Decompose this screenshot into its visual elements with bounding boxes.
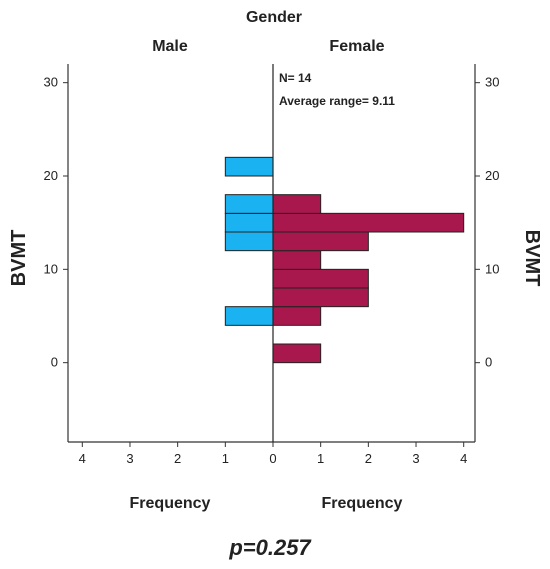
chart-title: Gender (246, 9, 302, 26)
y-tick-label-right-0: 0 (485, 355, 492, 370)
female-group-label: Female (329, 38, 384, 55)
y-axis-label-left: BVMT (8, 230, 30, 287)
x-tick-label-female-1: 1 (317, 451, 324, 466)
x-tick-label-female-3: 3 (412, 451, 419, 466)
y-tick-label-right-20: 20 (485, 168, 499, 183)
bar-female-1 (272, 306, 322, 326)
y-axis-label-right: BVMT (521, 230, 543, 287)
y-tick-label-left-10: 10 (44, 261, 58, 276)
x-axis-label-male: Frequency (130, 495, 211, 512)
x-tick-label-male-3: 3 (126, 451, 133, 466)
bar-female-2 (272, 287, 369, 308)
x-tick-label-male-4: 4 (79, 451, 86, 466)
x-tick-label-female-2: 2 (365, 451, 372, 466)
bar-female-4 (272, 250, 322, 270)
bar-female-5 (272, 231, 369, 252)
bar-male-4 (224, 156, 274, 177)
x-tick-label-male-1: 1 (222, 451, 229, 466)
bar-male-3 (224, 194, 274, 214)
y-tick-label-left-20: 20 (44, 168, 58, 183)
annotation-average-range: Average range= 9.11 (279, 94, 395, 108)
x-tick-label-male-2: 2 (174, 451, 181, 466)
y-tick-label-left-30: 30 (44, 75, 58, 90)
bar-female-6 (272, 212, 465, 233)
bar-male-1 (224, 231, 274, 252)
annotation-n: N= 14 (279, 71, 312, 85)
x-tick-label-male-0: 0 (269, 451, 276, 466)
bar-female-0 (272, 343, 322, 364)
y-tick-label-right-30: 30 (485, 75, 499, 90)
x-axis-label-female: Frequency (322, 495, 403, 512)
male-group-label: Male (152, 38, 188, 55)
bar-male-0 (224, 306, 274, 326)
bar-male-2 (224, 212, 274, 233)
x-tick-label-female-4: 4 (460, 451, 467, 466)
y-tick-label-right-10: 10 (485, 261, 499, 276)
bar-female-7 (272, 194, 322, 214)
bar-female-3 (272, 268, 369, 289)
y-tick-label-left-0: 0 (51, 355, 58, 370)
p-value-label: p=0.257 (228, 535, 312, 560)
